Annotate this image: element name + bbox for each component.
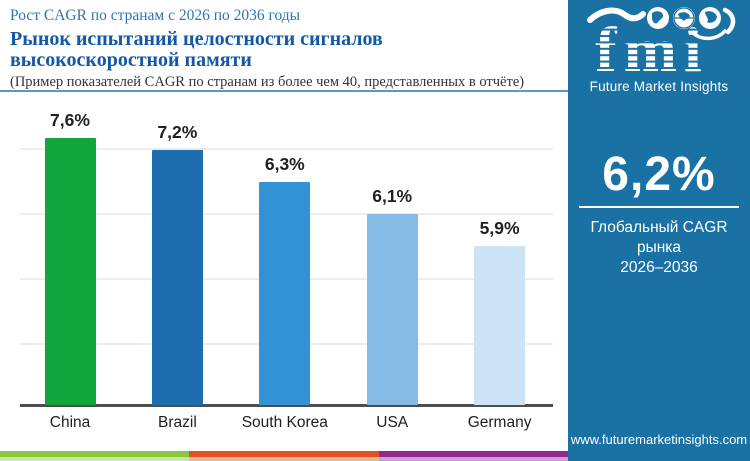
footer-stripe-segment bbox=[189, 451, 379, 461]
bar-value-label-south-korea: 6,3% bbox=[264, 154, 305, 174]
header: Рост CAGR по странам с 2026 по 2036 годы… bbox=[10, 6, 562, 91]
bar-germany bbox=[474, 246, 526, 405]
logo-swoosh-left bbox=[587, 7, 646, 23]
logo-swoosh-right bbox=[722, 7, 736, 35]
bar-category-label-china: China bbox=[49, 414, 91, 431]
bar-south-korea bbox=[259, 182, 311, 405]
global-cagr-caption-line2: 2026–2036 bbox=[620, 259, 698, 276]
footer-stripe-segment bbox=[0, 451, 190, 461]
bar-category-label-usa: USA bbox=[376, 414, 409, 431]
bar-value-label-china: 7,6% bbox=[50, 110, 90, 130]
globe-europe-icon bbox=[673, 7, 695, 29]
bar-value-label-brazil: 7,2% bbox=[157, 122, 198, 142]
logo-smile-arc bbox=[691, 29, 727, 41]
header-divider bbox=[0, 90, 568, 92]
chart-subtitle: (Пример показателей CAGR по странам из б… bbox=[10, 74, 525, 90]
x-axis-line bbox=[20, 404, 553, 407]
bar-value-label-usa: 6,1% bbox=[372, 186, 413, 206]
footer-stripe bbox=[0, 451, 569, 461]
gridline bbox=[20, 148, 553, 150]
fmi-logo: fmi Futur bbox=[574, 5, 744, 94]
bar-brazil bbox=[151, 150, 203, 405]
logo-tagline: Future Market Insights bbox=[589, 79, 729, 94]
bar-china bbox=[44, 138, 96, 405]
global-cagr-caption-line1: Глобальный CAGR рынка bbox=[590, 219, 728, 256]
page-title: Рынок испытаний целостности сигналов выс… bbox=[10, 28, 383, 71]
bar-category-label-germany: Germany bbox=[467, 414, 532, 431]
globe-americas-icon bbox=[647, 7, 669, 29]
bar-value-label-germany: 5,9% bbox=[479, 218, 520, 238]
sidebar: fmi Futur bbox=[568, 0, 750, 461]
global-cagr-value: 6,2% bbox=[602, 148, 716, 201]
kicker: Рост CAGR по странам с 2026 по 2036 годы bbox=[10, 7, 301, 24]
globe-asia-icon bbox=[699, 7, 721, 29]
website-url[interactable]: www.futuremarketinsights.com bbox=[570, 432, 748, 447]
fmi-logo-graphic: fmi bbox=[587, 7, 736, 85]
bar-usa bbox=[366, 214, 418, 405]
bar-category-label-brazil: Brazil bbox=[158, 414, 197, 431]
global-cagr-caption: Глобальный CAGR рынка 2026–2036 bbox=[568, 218, 750, 278]
sidebar-divider bbox=[579, 206, 739, 208]
bar-category-label-south-korea: South Korea bbox=[241, 414, 328, 431]
footer-stripe-segment bbox=[378, 451, 569, 461]
